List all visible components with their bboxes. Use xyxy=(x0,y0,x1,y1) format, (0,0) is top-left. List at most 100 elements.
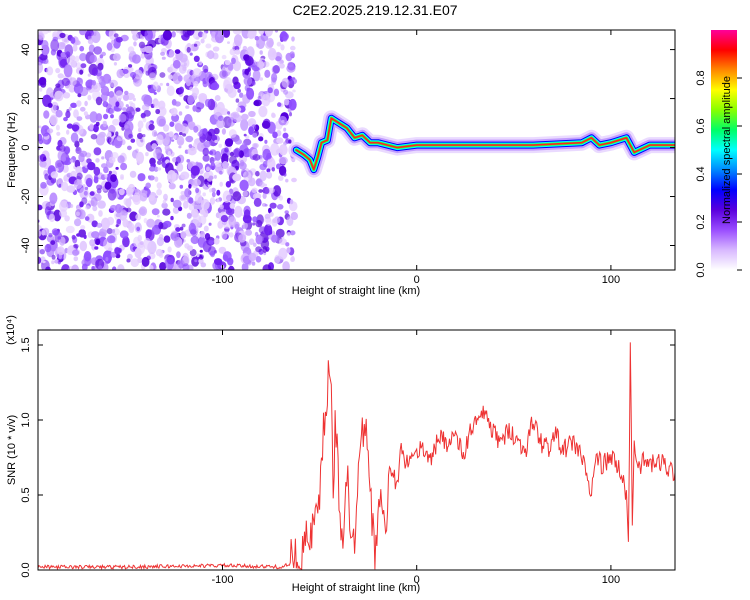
spectrogram-noise-cell xyxy=(200,230,205,238)
spectrogram-noise-cell xyxy=(156,182,162,190)
spectrogram-noise-cell xyxy=(246,87,255,100)
spectrogram-noise-cell xyxy=(224,147,229,153)
spectrogram-noise-cell xyxy=(61,181,69,192)
spectrogram-noise-cell xyxy=(266,152,272,160)
spectrogram-noise-cell xyxy=(107,131,112,138)
spectrogram-noise-cell xyxy=(289,230,296,236)
spectrogram-noise-cell xyxy=(175,156,181,164)
spectrogram-noise-cell xyxy=(98,265,103,270)
spectrogram-noise-cell xyxy=(211,187,216,193)
spectrogram-noise-cell xyxy=(182,133,187,137)
spectrogram-noise-cell xyxy=(42,156,47,162)
spectrogram-noise-cell xyxy=(186,42,192,49)
spectrogram-noise-cell xyxy=(38,61,44,74)
spectrogram-noise-cell xyxy=(131,54,141,64)
spectrogram-noise-cell xyxy=(285,242,290,247)
spectrogram-noise-cell xyxy=(126,253,133,260)
spectrogram-noise-cell xyxy=(143,217,148,224)
spectrogram-noise-cell xyxy=(76,100,82,107)
spectrogram-noise-cell xyxy=(144,30,153,42)
spectrogram-noise-cell xyxy=(85,205,91,210)
spectrogram-noise-cell xyxy=(106,216,115,226)
spectrogram-noise-cell xyxy=(254,35,260,41)
spectrogram-noise-cell xyxy=(254,231,259,237)
spectrogram-noise-cell xyxy=(289,77,297,85)
spectrogram-noise-cell xyxy=(138,41,146,49)
spectrogram-noise-cell xyxy=(111,229,116,234)
colorbar-tick-label: 0.4 xyxy=(695,166,707,181)
spectrogram-noise-cell xyxy=(194,259,198,263)
spectrogram-noise-cell xyxy=(59,200,69,212)
y-tick-label: -20 xyxy=(20,189,32,205)
spectrogram-noise-cell xyxy=(73,109,79,119)
spectrogram-noise-cell xyxy=(127,222,135,231)
spectrogram-noise-cell xyxy=(89,191,95,196)
spectrogram-noise-cell xyxy=(276,41,282,47)
spectrogram-noise-cell xyxy=(218,115,224,121)
spectrogram-noise-cell xyxy=(158,118,166,127)
spectrogram-noise-cell xyxy=(281,77,290,88)
spectrogram-noise-cell xyxy=(143,237,152,250)
spectrogram-noise-cell xyxy=(77,77,81,81)
spectrogram-noise-cell xyxy=(261,120,271,129)
spectrogram-noise-cell xyxy=(115,224,119,228)
spectrogram-noise-cell xyxy=(271,167,275,172)
colorbar-gradient xyxy=(711,30,737,270)
spectrogram-noise-cell xyxy=(264,139,268,144)
spectrogram-noise-cell xyxy=(95,121,100,127)
spectrogram-noise-cell xyxy=(166,82,170,87)
spectrogram-noise-cell xyxy=(279,32,289,41)
spectrogram-noise-cell xyxy=(188,183,192,189)
spectrogram-noise-cell xyxy=(204,233,211,241)
spectrogram-noise-cell xyxy=(178,145,182,149)
spectrogram-noise-cell xyxy=(64,44,74,57)
spectrogram-noise-cell xyxy=(290,45,296,51)
spectrogram-noise-cell xyxy=(106,235,116,244)
spectrogram-noise-cell xyxy=(121,126,125,131)
spectrogram-noise-cell xyxy=(286,64,296,73)
spectrogram-noise-cell xyxy=(44,173,49,180)
spectrogram-noise-cell xyxy=(111,152,119,159)
spectrogram-noise-cell xyxy=(156,236,164,247)
spectrogram-noise-cell xyxy=(80,106,86,112)
spectrogram-noise-cell xyxy=(135,107,141,112)
spectrogram-noise-cell xyxy=(152,81,159,90)
spectrogram-noise-cell xyxy=(161,56,166,60)
y-tick-label: 0.5 xyxy=(20,487,32,502)
spectrogram-noise-cell xyxy=(38,204,43,211)
spectrogram-noise-cell xyxy=(111,39,115,45)
spectrogram-noise-cell xyxy=(273,88,280,97)
spectrogram-noise-cell xyxy=(271,113,276,119)
spectrogram-noise-cell xyxy=(124,120,134,133)
spectrogram-noise-cell xyxy=(55,167,59,172)
spectrogram-noise-cell xyxy=(132,97,136,102)
spectrogram-noise-cell xyxy=(259,163,267,171)
spectrogram-noise-cell xyxy=(133,78,137,83)
spectrogram-noise-cell xyxy=(224,59,231,66)
spectrogram-noise-cell xyxy=(208,240,214,245)
spectrogram-noise-cell xyxy=(278,144,288,156)
spectrogram-noise-cell xyxy=(108,247,113,252)
spectrogram-noise-cell xyxy=(277,61,281,65)
spectrogram-noise-cell xyxy=(227,87,237,99)
spectrogram-noise-cell xyxy=(214,258,223,266)
spectrogram-noise-cell xyxy=(195,106,202,113)
spectrogram-noise-cell xyxy=(146,218,156,228)
colorbar-label: Normalized spectral amplitude xyxy=(721,76,733,224)
spectrogram-noise-cell xyxy=(50,240,56,246)
spectrogram-noise-cell xyxy=(66,185,76,193)
spectrogram-noise-cell xyxy=(147,84,152,89)
spectrogram-noise-cell xyxy=(117,155,125,164)
spectrogram-noise-cell xyxy=(128,64,133,68)
x-tick-label: 0 xyxy=(414,274,420,286)
spectrogram-noise-cell xyxy=(274,254,281,264)
spectrogram-noise-cell xyxy=(60,42,65,48)
spectrogram-noise-cell xyxy=(234,205,243,218)
spectrogram-noise-cell xyxy=(69,159,74,163)
spectrogram-noise-cell xyxy=(213,237,220,245)
spectrogram-noise-cell xyxy=(115,101,120,107)
spectrogram-noise-cell xyxy=(202,154,210,162)
spectrogram-noise-cell xyxy=(285,178,289,183)
spectrogram-noise-cell xyxy=(50,39,60,52)
